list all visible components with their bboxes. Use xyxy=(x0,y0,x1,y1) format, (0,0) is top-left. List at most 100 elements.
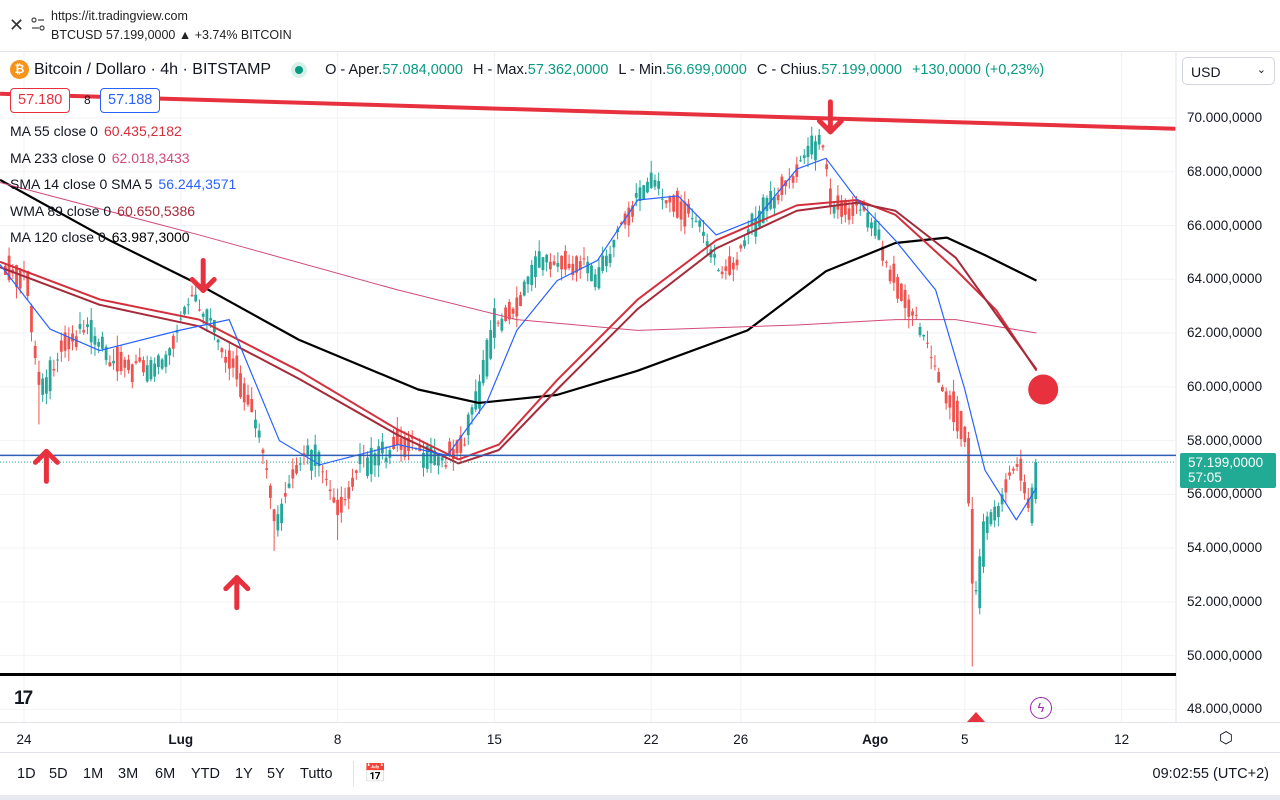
chart-legend: ₿ Bitcoin / Dollaro · 4h · BITSTAMP O - … xyxy=(10,60,1044,79)
candle-body xyxy=(437,456,440,466)
indicator-wma89[interactable]: WMA 89 close 0 60.650,5386 xyxy=(10,203,195,219)
candle xyxy=(627,201,631,238)
range-button-1m[interactable]: 1M xyxy=(83,766,104,782)
candle-body xyxy=(351,477,354,487)
candle xyxy=(829,178,832,215)
candle-body xyxy=(130,364,134,383)
candle-body xyxy=(705,241,709,247)
range-button-5y[interactable]: 5Y xyxy=(267,766,285,782)
price-tick-label: 48.000,0000 xyxy=(1187,701,1263,717)
candle xyxy=(216,338,220,351)
candle-body xyxy=(870,222,873,229)
range-button-3m[interactable]: 3M xyxy=(118,766,139,782)
candle xyxy=(190,285,194,297)
candle-body xyxy=(892,263,896,283)
candle xyxy=(769,181,773,211)
indicator-value: 60.435,2182 xyxy=(103,123,182,139)
candle xyxy=(832,201,836,219)
lightning-icon[interactable]: ϟ xyxy=(1030,697,1052,719)
candle xyxy=(892,255,896,291)
tradingview-logo[interactable]: 17 xyxy=(14,688,33,709)
candle-body xyxy=(575,256,578,273)
candle xyxy=(205,308,209,333)
indicator-ma55[interactable]: MA 55 close 0 60.435,2182 xyxy=(10,123,182,139)
candle-body xyxy=(545,254,549,263)
currency-select[interactable]: USD ⌄ xyxy=(1182,57,1275,85)
arrow-head xyxy=(223,575,251,592)
candle xyxy=(575,255,578,282)
settings-icon[interactable] xyxy=(31,16,45,32)
candle-body xyxy=(440,457,444,461)
candle xyxy=(563,245,567,276)
candle xyxy=(250,387,254,413)
goto-date-icon[interactable]: 📅 xyxy=(364,763,387,783)
candle-body xyxy=(220,348,224,353)
candle-body xyxy=(56,359,59,361)
candle-body xyxy=(332,497,336,503)
candle xyxy=(227,341,231,381)
candle xyxy=(246,384,250,407)
candle xyxy=(287,474,291,489)
candle-body xyxy=(119,352,123,372)
candle xyxy=(899,283,903,302)
url[interactable]: https://it.tradingview.com xyxy=(51,9,188,23)
clock[interactable]: 09:02:55 (UTC+2) xyxy=(1152,766,1269,782)
candle-body xyxy=(601,255,605,271)
bottom-strip xyxy=(0,795,1280,800)
buy-price-button[interactable]: 57.188 xyxy=(100,88,161,113)
candle-body xyxy=(795,164,799,177)
candle-body xyxy=(78,324,82,329)
candle xyxy=(631,200,634,223)
range-button-1d[interactable]: 1D xyxy=(17,766,36,782)
settings-gear-icon[interactable]: ⬡ xyxy=(1219,730,1233,747)
candle-body xyxy=(157,355,160,368)
candle xyxy=(93,327,97,356)
candle-body xyxy=(847,208,851,220)
range-button-1y[interactable]: 1Y xyxy=(235,766,253,782)
candle-body xyxy=(840,200,843,217)
candle xyxy=(814,135,817,171)
candle-body xyxy=(515,297,519,317)
candle-body xyxy=(59,340,63,352)
candle-body xyxy=(698,220,702,227)
range-button-tutto[interactable]: Tutto xyxy=(300,766,333,782)
candle-body xyxy=(504,307,507,321)
candle xyxy=(48,356,52,400)
candle xyxy=(597,258,601,290)
candle-body xyxy=(560,255,563,270)
indicator-sma14[interactable]: SMA 14 close 0 SMA 5 56.244,3571 xyxy=(10,176,236,192)
high-value: 57.362,0000 xyxy=(527,61,609,78)
candle xyxy=(332,488,336,504)
range-button-5d[interactable]: 5D xyxy=(49,766,68,782)
candle xyxy=(552,255,556,266)
candle-body xyxy=(1019,458,1023,481)
candle xyxy=(1015,457,1019,472)
candle-body xyxy=(97,342,101,347)
symbol-title[interactable]: Bitcoin / Dollaro · 4h · BITSTAMP xyxy=(34,60,272,78)
candle-body xyxy=(974,590,978,592)
indicator-ma120[interactable]: MA 120 close 0 63.987,3000 xyxy=(10,229,190,245)
candle-body xyxy=(586,261,590,274)
candle-body xyxy=(183,307,186,315)
arrow-down-icon xyxy=(189,257,217,293)
candle-body xyxy=(944,391,948,404)
candle-body xyxy=(713,254,717,258)
range-button-6m[interactable]: 6M xyxy=(155,766,176,782)
time-axis[interactable]: ⬡ 24 Lug 8 15 22 26 Ago 5 12 xyxy=(0,722,1280,753)
candle-body xyxy=(903,289,907,309)
candle xyxy=(881,240,885,267)
candle xyxy=(440,457,444,468)
candle xyxy=(489,320,493,361)
close-icon[interactable]: ✕ xyxy=(9,15,25,35)
candle-body xyxy=(321,471,325,473)
candle-body xyxy=(743,240,746,247)
candle xyxy=(821,144,825,151)
sell-price-button[interactable]: 57.180 xyxy=(10,88,71,113)
indicator-ma233[interactable]: MA 233 close 0 62.018,3433 xyxy=(10,150,190,166)
candle-body xyxy=(93,336,97,345)
range-button-ytd[interactable]: YTD xyxy=(191,766,220,782)
candle xyxy=(242,377,246,411)
candle-body xyxy=(403,437,407,458)
candle xyxy=(481,350,485,386)
price-chart[interactable] xyxy=(0,52,1280,722)
